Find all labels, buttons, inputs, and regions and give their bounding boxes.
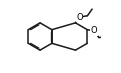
Text: O: O xyxy=(91,26,98,35)
Text: O: O xyxy=(76,13,83,22)
